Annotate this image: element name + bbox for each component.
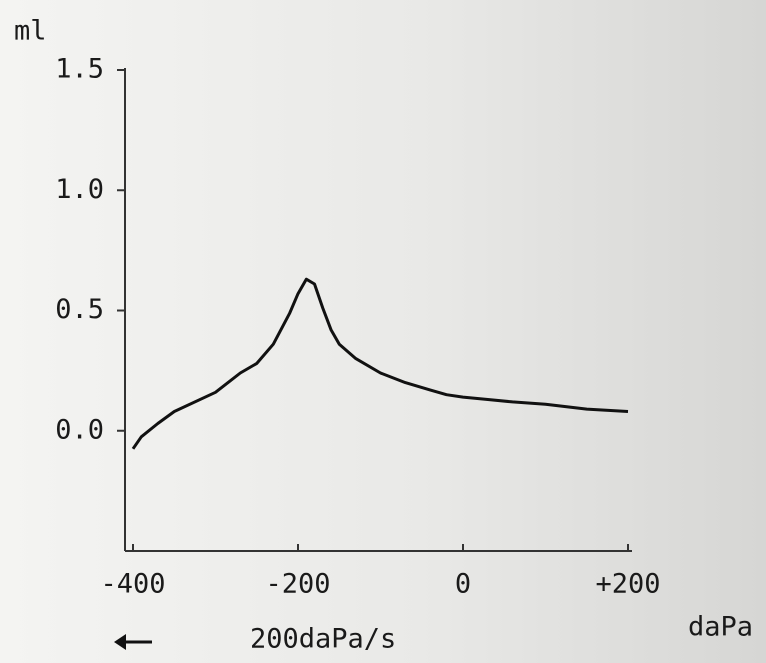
y-tick-label: 0.5 (55, 294, 104, 325)
arrow (114, 634, 152, 650)
y-tick-label: 0.0 (55, 414, 104, 445)
x-tick-label: 0 (455, 569, 471, 600)
x-tick-label: -200 (265, 569, 330, 600)
x-axis-label: daPa (688, 612, 753, 643)
y-tick-label: 1.5 (55, 54, 104, 85)
y-axis-label: ml (14, 16, 47, 47)
annotation: 200daPa/s (250, 624, 396, 655)
x-tick-label: -400 (100, 569, 165, 600)
x-tick-label: +200 (595, 569, 660, 600)
data-line (131, 277, 629, 450)
y-tick-label: 1.0 (55, 174, 104, 205)
